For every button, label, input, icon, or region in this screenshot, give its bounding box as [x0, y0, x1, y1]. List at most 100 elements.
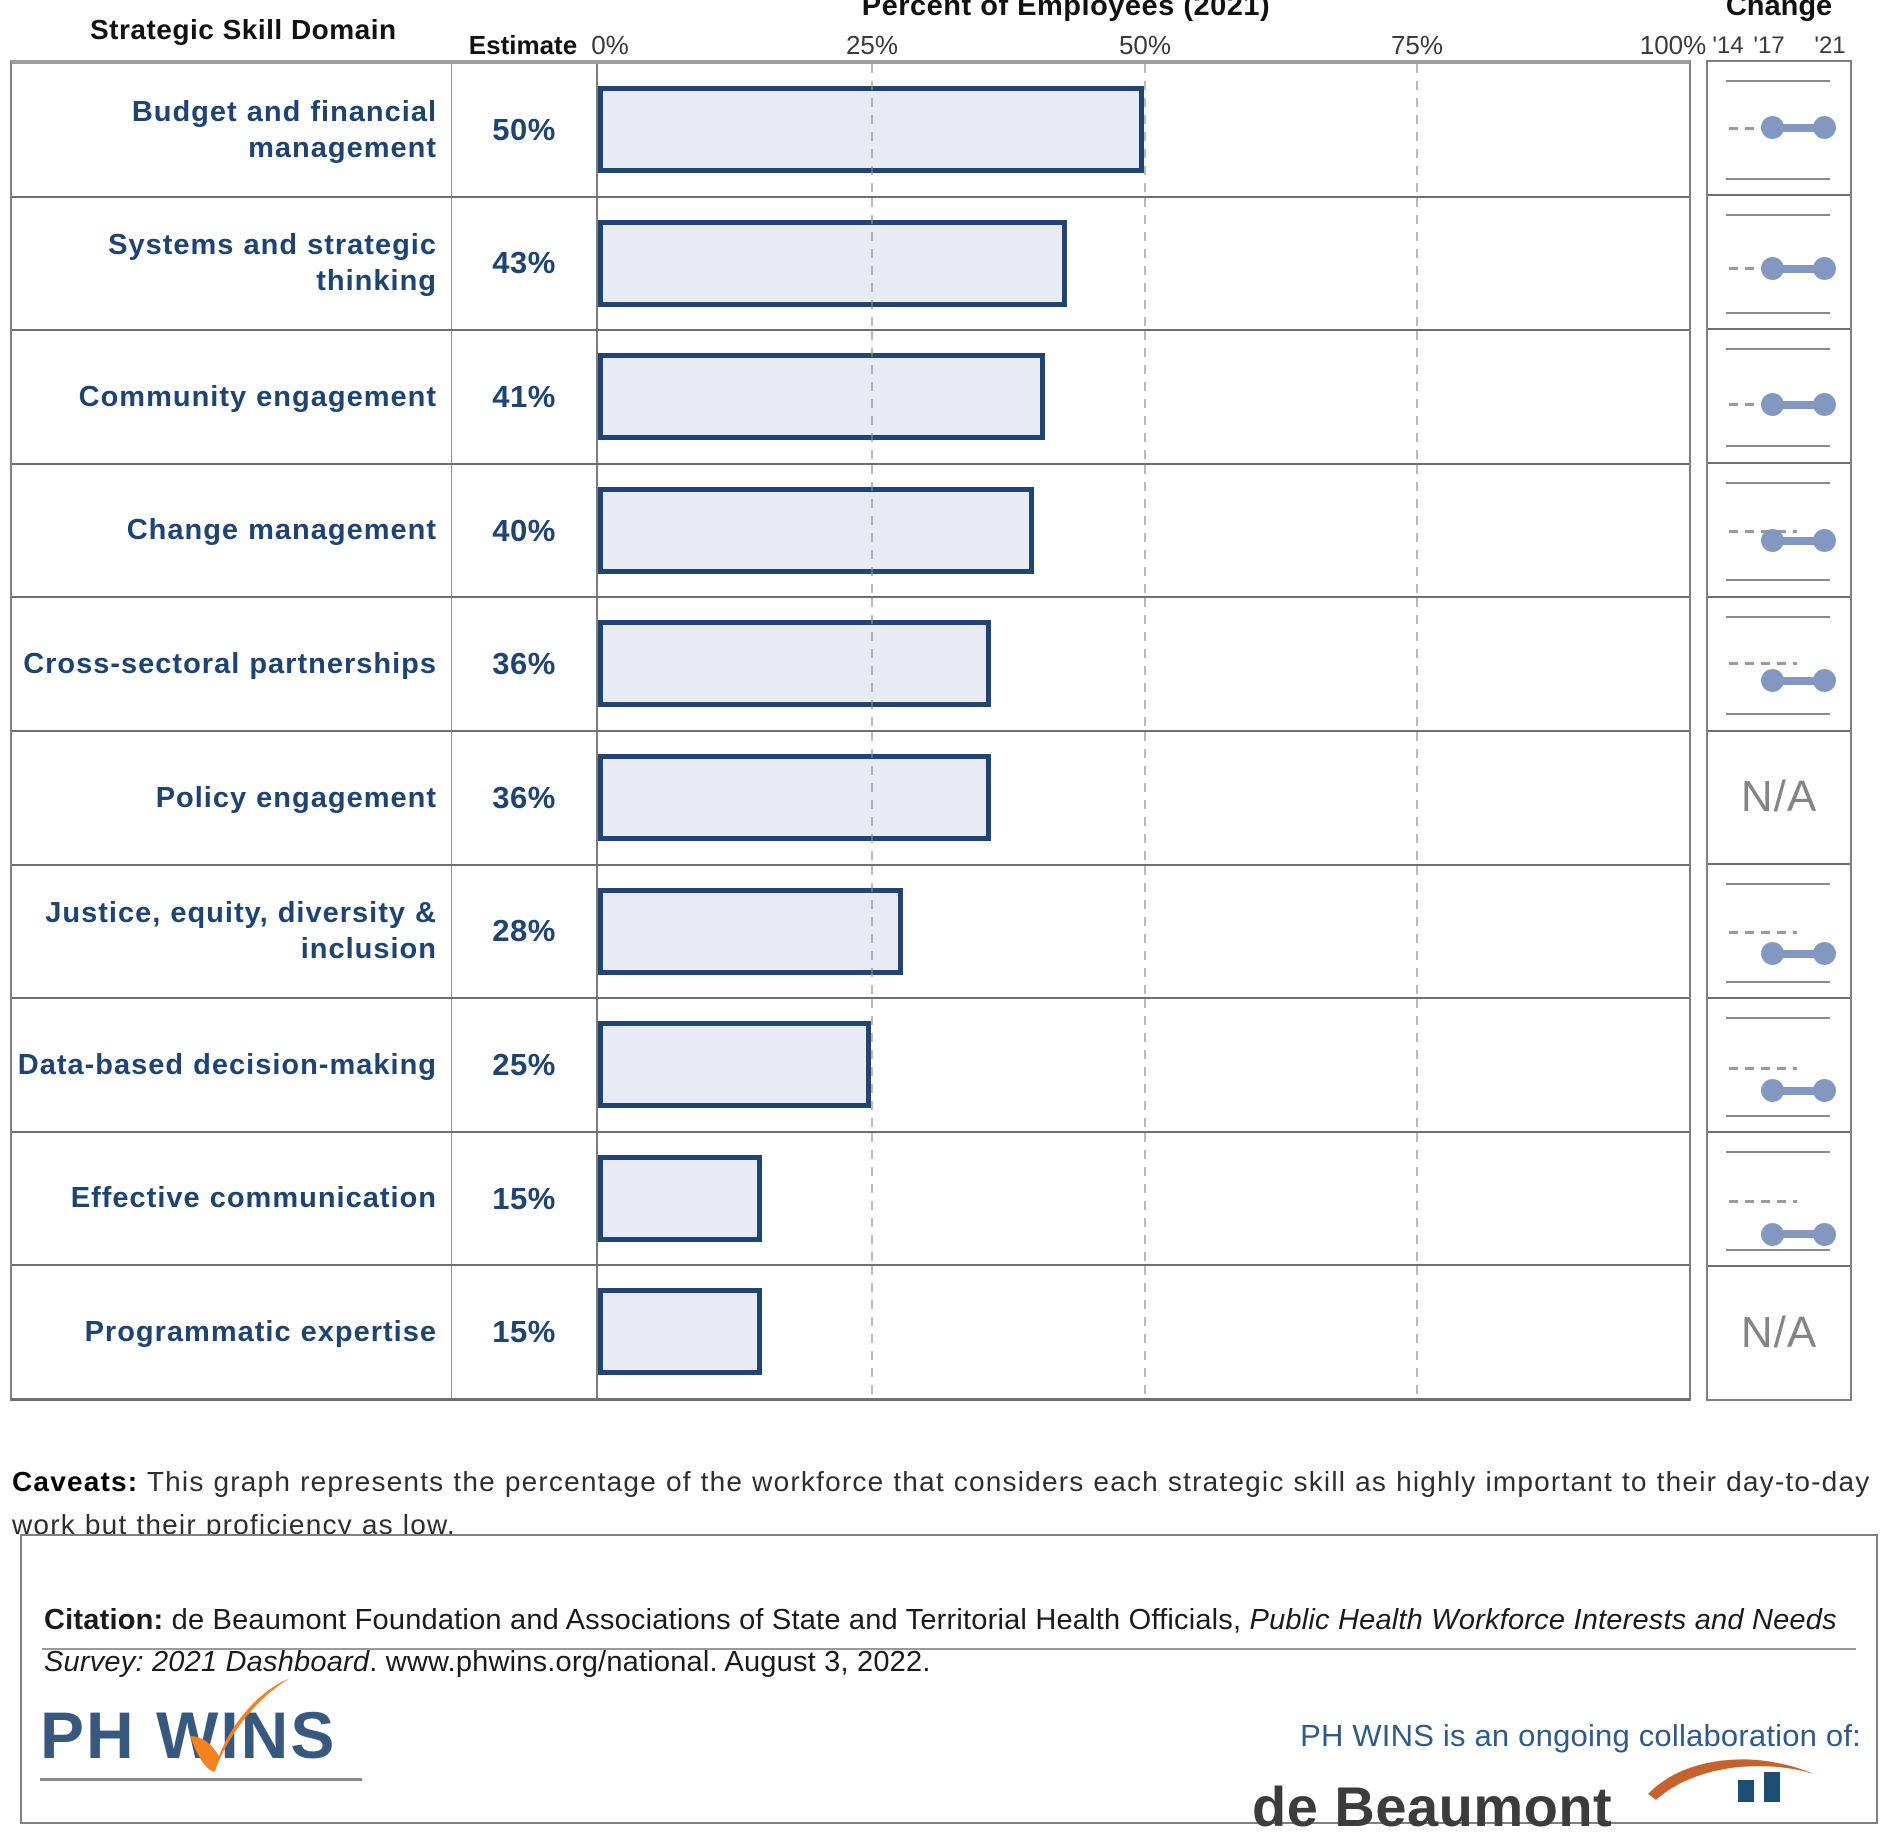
- gridline-50: [1143, 598, 1146, 730]
- axis-tick-0: 0%: [591, 30, 629, 60]
- citation-body-2: . www.phwins.org/national. August 3, 202…: [369, 1646, 931, 1679]
- table-row: Budget and financial management 50%: [12, 64, 1689, 198]
- change-14-dashed-line: [1729, 529, 1798, 533]
- percent-bar: [598, 1288, 762, 1376]
- bar-zone: [598, 865, 1689, 998]
- change-top-gridline: [1726, 883, 1831, 886]
- percent-bar: [598, 1021, 871, 1109]
- change-column-title: Change: [1725, 0, 1833, 22]
- phwins-strategic-skills-dashboard: Percent of Employees (2021) Change Strat…: [10, 0, 1878, 1838]
- change-cell: [1708, 464, 1850, 598]
- percent-bar: [598, 887, 904, 975]
- change-cell: N/A: [1708, 1267, 1850, 1399]
- skill-label: Budget and financial management: [12, 64, 452, 196]
- dumbbell-connector: [1772, 400, 1828, 409]
- change-cell: [1708, 196, 1850, 330]
- dumbbell-dot-21: [1813, 116, 1836, 139]
- estimate-value: 36%: [452, 598, 598, 730]
- estimate-value: 25%: [452, 999, 598, 1131]
- change-top-gridline: [1726, 1151, 1831, 1154]
- change-cell: [1708, 865, 1850, 1000]
- collaboration-text: PH WINS is an ongoing collaboration of:: [1300, 1718, 1861, 1753]
- skill-label: Justice, equity, diversity & inclusion: [12, 865, 452, 998]
- phwins-logo: PH WINS: [40, 1678, 380, 1794]
- percent-bar: [598, 219, 1068, 307]
- dumbbell-connector: [1772, 264, 1828, 273]
- skill-label: Effective communication: [12, 1132, 452, 1265]
- dumbbell-connector: [1772, 123, 1828, 132]
- change-14-dashed-line: [1729, 1066, 1798, 1070]
- debeaumont-logo-text: de Beaumont: [1252, 1775, 1613, 1838]
- change-bottom-gridline: [1726, 981, 1831, 984]
- change-year-14: '14: [1712, 32, 1744, 59]
- phwins-check-icon: [190, 1678, 290, 1772]
- skills-table: Budget and financial management 50% System…: [10, 60, 1691, 1401]
- percent-bar: [598, 620, 991, 708]
- change-cell: [1708, 598, 1850, 732]
- footer-divider: [42, 1648, 1856, 1650]
- estimate-value: 36%: [452, 731, 598, 864]
- gridline-50: [1143, 731, 1146, 864]
- axis-tick-50: 50%: [1118, 30, 1172, 60]
- table-row: Community engagement 41%: [12, 331, 1689, 465]
- dumbbell-connector: [1772, 1086, 1828, 1095]
- gridline-50: [1143, 865, 1146, 998]
- dumbbell-dot-17: [1761, 1079, 1784, 1103]
- change-14-dashed-line: [1729, 1200, 1798, 1204]
- dumbbell-dot-21: [1813, 942, 1836, 966]
- table-row: Cross-sectoral partnerships 36%: [12, 598, 1689, 732]
- change-top-gridline: [1726, 80, 1831, 83]
- dumbbell-dot-21: [1813, 1222, 1836, 1246]
- estimate-value: 41%: [452, 331, 598, 463]
- change-bottom-gridline: [1726, 1248, 1831, 1251]
- change-cell: [1708, 62, 1850, 196]
- change-bottom-gridline: [1726, 177, 1831, 180]
- citation-heading: Citation:: [44, 1604, 164, 1636]
- change-column: N/A N/A: [1706, 60, 1852, 1401]
- bar-zone: [598, 464, 1689, 597]
- table-row: Data-based decision-making 25%: [12, 999, 1689, 1133]
- dumbbell-dot-21: [1813, 669, 1836, 693]
- change-cell: [1708, 330, 1850, 464]
- gridline-25: [870, 598, 873, 730]
- bar-zone: [598, 999, 1689, 1131]
- change-top-gridline: [1726, 347, 1831, 350]
- skill-label: Data-based decision-making: [12, 999, 452, 1131]
- table-row: Systems and strategic thinking 43%: [12, 197, 1689, 332]
- gridline-25: [870, 197, 873, 330]
- gridline-75: [1416, 197, 1419, 330]
- estimate-value: 40%: [452, 464, 598, 597]
- change-bottom-gridline: [1726, 311, 1831, 314]
- axis-tick-75: 75%: [1390, 30, 1444, 60]
- gridline-50: [1143, 197, 1146, 330]
- change-year-17: '17: [1753, 32, 1785, 59]
- table-row: Programmatic expertise 15%: [12, 1266, 1689, 1398]
- bar-zone: [598, 598, 1689, 730]
- table-row: Change management 40%: [12, 464, 1689, 599]
- gridline-75: [1416, 999, 1419, 1131]
- gridline-75: [1416, 1266, 1419, 1398]
- phwins-logo-text: PH WINS: [40, 1698, 337, 1772]
- dumbbell-connector: [1772, 536, 1828, 545]
- dumbbell-dot-21: [1813, 1079, 1836, 1103]
- gridline-75: [1416, 731, 1419, 864]
- dumbbell-dot-17: [1761, 257, 1784, 281]
- skill-label: Cross-sectoral partnerships: [12, 598, 452, 730]
- dumbbell-connector: [1772, 676, 1828, 685]
- table-row: Policy engagement 36%: [12, 731, 1689, 866]
- dumbbell-dot-17: [1761, 942, 1784, 966]
- gridline-75: [1416, 1132, 1419, 1265]
- caveats-body: This graph represents the percentage of …: [12, 1466, 1871, 1541]
- gridline-75: [1416, 64, 1419, 196]
- bar-zone: [598, 64, 1689, 196]
- change-top-gridline: [1726, 615, 1831, 618]
- dumbbell-dot-17: [1761, 1222, 1784, 1246]
- dumbbell-dot-21: [1813, 257, 1836, 281]
- estimate-value: 43%: [452, 197, 598, 330]
- estimate-header: Estimate: [468, 30, 578, 60]
- percent-bar: [598, 753, 991, 841]
- citation-italic-title: Public Health Workforce Interests and Ne…: [44, 1604, 1837, 1679]
- dumbbell-dot-17: [1761, 669, 1784, 693]
- astho-logo-icon: [1648, 1759, 1814, 1802]
- phwins-logo-underline: [40, 1778, 362, 1781]
